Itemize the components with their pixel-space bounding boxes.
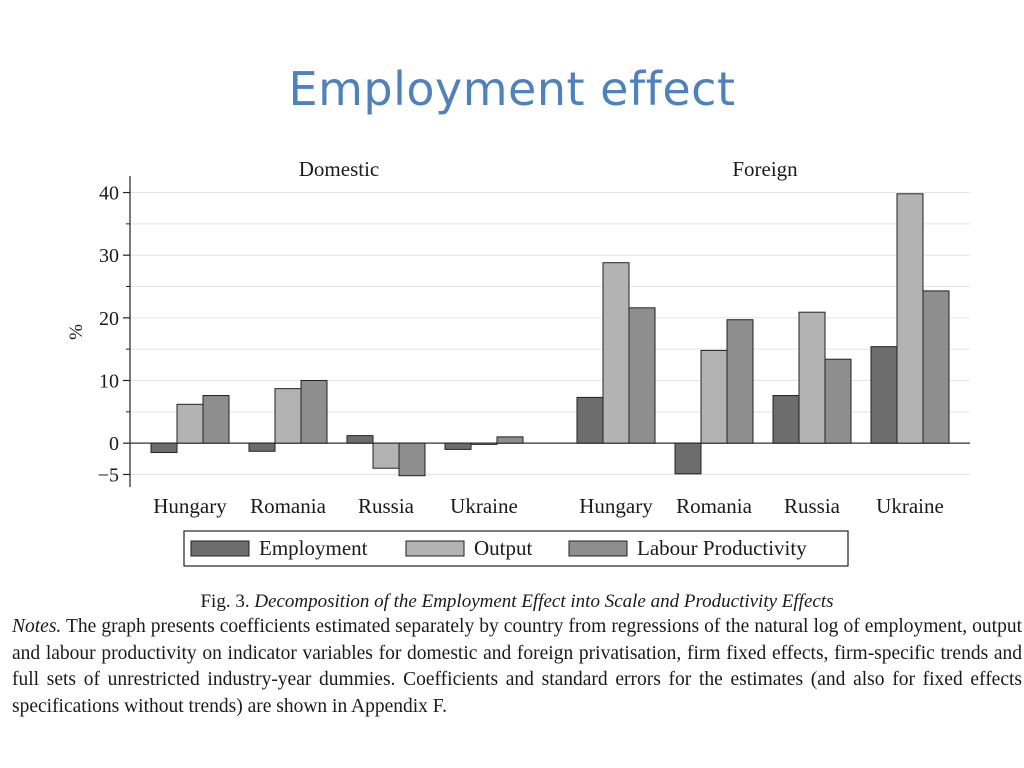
panel-title-domestic: Domestic <box>299 157 379 181</box>
x-tick-label: Russia <box>358 494 415 518</box>
bar-foreign-romania-output <box>700 349 728 444</box>
bar-foreign-hungary-employment <box>576 396 604 444</box>
bar-domestic-hungary-labour-productivity <box>202 395 230 444</box>
bar-domestic-russia-output <box>372 442 400 469</box>
x-tick-label: Ukraine <box>450 494 518 518</box>
x-tick-label: Ukraine <box>876 494 944 518</box>
bar-domestic-hungary-output <box>176 403 204 444</box>
legend-label-output: Output <box>474 536 533 560</box>
bar-domestic-russia-employment <box>346 435 374 444</box>
y-tick-label: 40 <box>99 183 119 205</box>
bar-foreign-russia-employment <box>772 395 800 444</box>
bar-foreign-russia-output <box>798 311 826 444</box>
x-tick-label: Hungary <box>153 494 227 518</box>
bar-foreign-ukraine-employment <box>870 346 898 444</box>
notes-label: Notes. <box>12 616 62 637</box>
bar-domestic-ukraine-labour-productivity <box>496 436 524 444</box>
bar-foreign-romania-labour-productivity <box>726 319 754 444</box>
bar-foreign-ukraine-output <box>896 193 924 444</box>
notes-text: The graph presents coefficients estimate… <box>12 616 1022 717</box>
x-tick-label: Romania <box>250 494 326 518</box>
figure-title: Decomposition of the Employment Effect i… <box>254 591 834 612</box>
figure-notes: Notes. The graph presents coefficients e… <box>12 614 1022 720</box>
bar-domestic-russia-labour-productivity <box>398 442 426 477</box>
bar-foreign-romania-employment <box>674 442 702 475</box>
bar-foreign-ukraine-labour-productivity <box>922 290 950 444</box>
figure-caption: Fig. 3. Decomposition of the Employment … <box>12 590 1022 720</box>
y-axis-label: % <box>66 324 87 340</box>
bar-foreign-hungary-output <box>602 262 630 444</box>
x-tick-label: Romania <box>676 494 752 518</box>
y-tick-label: 30 <box>99 245 119 267</box>
panel-title-foreign: Foreign <box>732 157 798 181</box>
bar-domestic-romania-employment <box>248 442 276 452</box>
y-tick-label: 20 <box>99 308 119 330</box>
legend-swatch-output <box>405 540 465 557</box>
bar-foreign-hungary-labour-productivity <box>628 307 656 444</box>
bar-domestic-ukraine-employment <box>444 442 472 450</box>
decomposition-bar-chart: 40 30 20 10 0 −5% Hungary Romania Russia Ukraine D… <box>66 157 970 567</box>
y-tick-label: 0 <box>109 433 119 455</box>
slide-title: Employment effect <box>288 62 736 116</box>
legend-box <box>183 530 849 567</box>
y-tick-label: −5 <box>98 464 119 486</box>
x-tick-label: Russia <box>784 494 841 518</box>
y-tick-label: 10 <box>99 370 119 392</box>
bar-domestic-ukraine-output <box>470 442 498 445</box>
legend-label-labour-productivity: Labour Productivity <box>637 536 807 560</box>
x-tick-label: Hungary <box>579 494 653 518</box>
bar-domestic-romania-labour-productivity <box>300 379 328 444</box>
figure-caption-line: Fig. 3. Decomposition of the Employment … <box>12 590 1022 614</box>
figure-label: Fig. 3. <box>200 591 250 612</box>
legend-swatch-labour-productivity <box>568 540 628 557</box>
bar-domestic-romania-output <box>274 388 302 444</box>
legend-label-employment: Employment <box>259 536 368 560</box>
legend-swatch-employment <box>190 540 250 557</box>
bar-domestic-hungary-employment <box>150 442 178 454</box>
bar-foreign-russia-labour-productivity <box>824 358 852 444</box>
